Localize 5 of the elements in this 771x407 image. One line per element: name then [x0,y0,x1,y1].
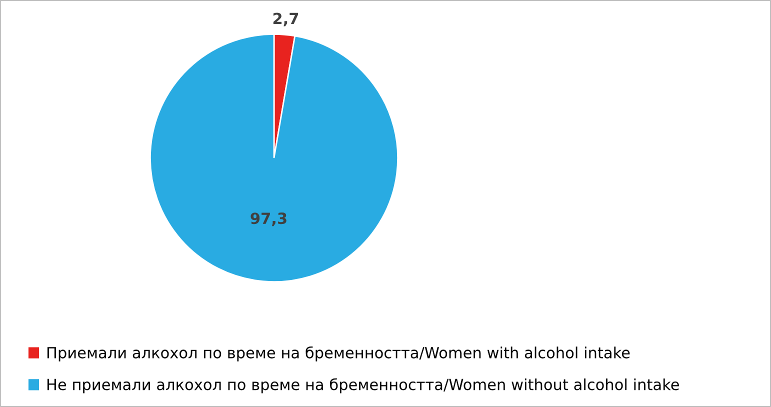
legend-label: Не приемали алкохол по време на бременността/Women without alcohol intake [47,378,679,394]
pie-slice [150,33,399,282]
legend-label: Приемали алкохол по време на бременността/Women with alcohol intake [47,346,630,362]
data-label: 2,7 [273,12,298,26]
data-label: 97,3 [250,212,286,226]
